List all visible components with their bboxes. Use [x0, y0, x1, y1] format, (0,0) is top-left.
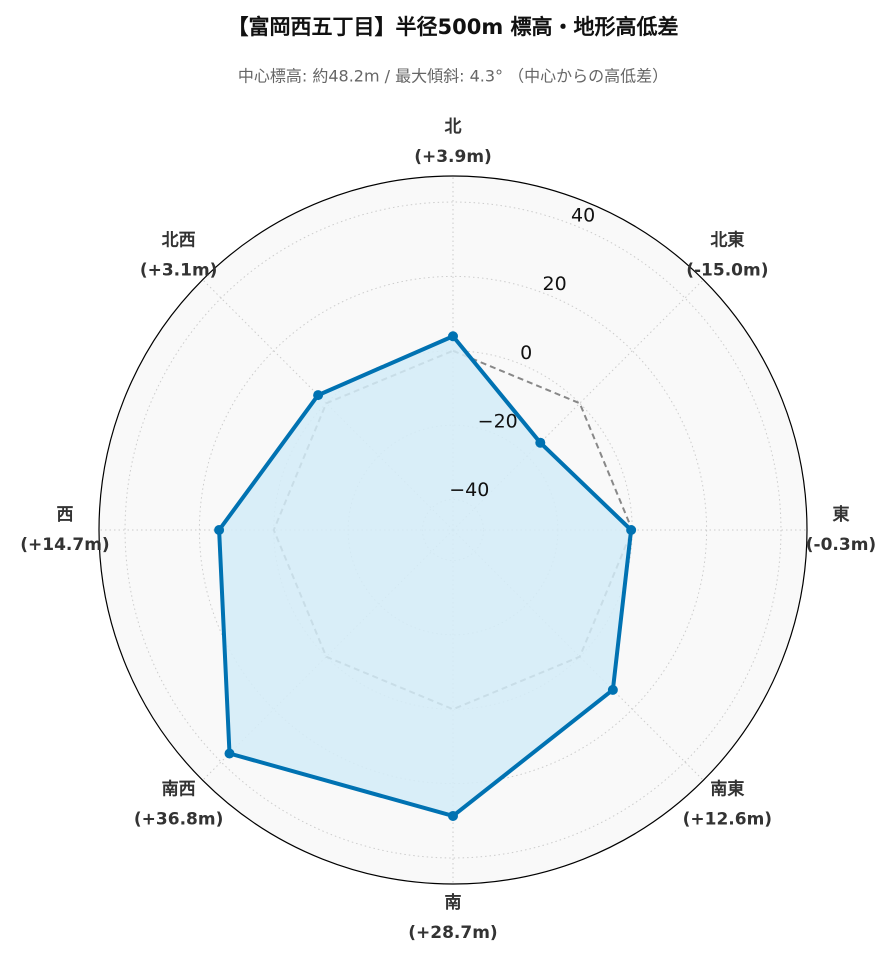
value-label: (+28.7m): [408, 923, 497, 943]
radar-point: [224, 748, 235, 759]
category-label: 西: [57, 505, 74, 525]
category-label: 北西: [162, 231, 196, 251]
radar-point: [535, 437, 546, 448]
r-tick-label: 0: [520, 342, 532, 364]
value-label: (+36.8m): [134, 809, 223, 829]
radar-point: [214, 525, 225, 535]
value-label: (+12.6m): [683, 809, 772, 829]
radar-point: [607, 684, 618, 695]
chart-subtitle: 中心標高: 約48.2m / 最大傾斜: 4.3° （中心からの高低差）: [238, 67, 668, 86]
r-tick-label: −40: [449, 479, 489, 501]
radar-point: [448, 810, 458, 821]
radar-point: [626, 525, 637, 535]
value-label: (-0.3m): [806, 535, 876, 555]
value-label: (+3.9m): [414, 147, 492, 167]
category-label: 北東: [710, 230, 744, 251]
r-tick-label: 40: [571, 204, 595, 226]
r-tick-label: 20: [543, 273, 567, 295]
value-label: (+14.7m): [20, 535, 109, 555]
grid-circle: [198, 275, 708, 785]
category-label: 南: [445, 892, 462, 913]
grid-circle: [124, 201, 782, 859]
radar-point: [448, 331, 458, 342]
category-label: 南西: [162, 778, 196, 799]
radar-point: [313, 390, 324, 401]
value-label: (+3.1m): [140, 261, 218, 281]
category-label: 北: [445, 117, 462, 137]
plot-border: [98, 175, 808, 885]
category-label: 東: [833, 504, 850, 525]
category-label: 南東: [710, 778, 744, 799]
chart-title: 【富岡西五丁目】半径500m 標高・地形高低差: [227, 15, 678, 39]
r-tick-label: −20: [478, 411, 518, 433]
value-label: (-15.0m): [686, 261, 768, 281]
